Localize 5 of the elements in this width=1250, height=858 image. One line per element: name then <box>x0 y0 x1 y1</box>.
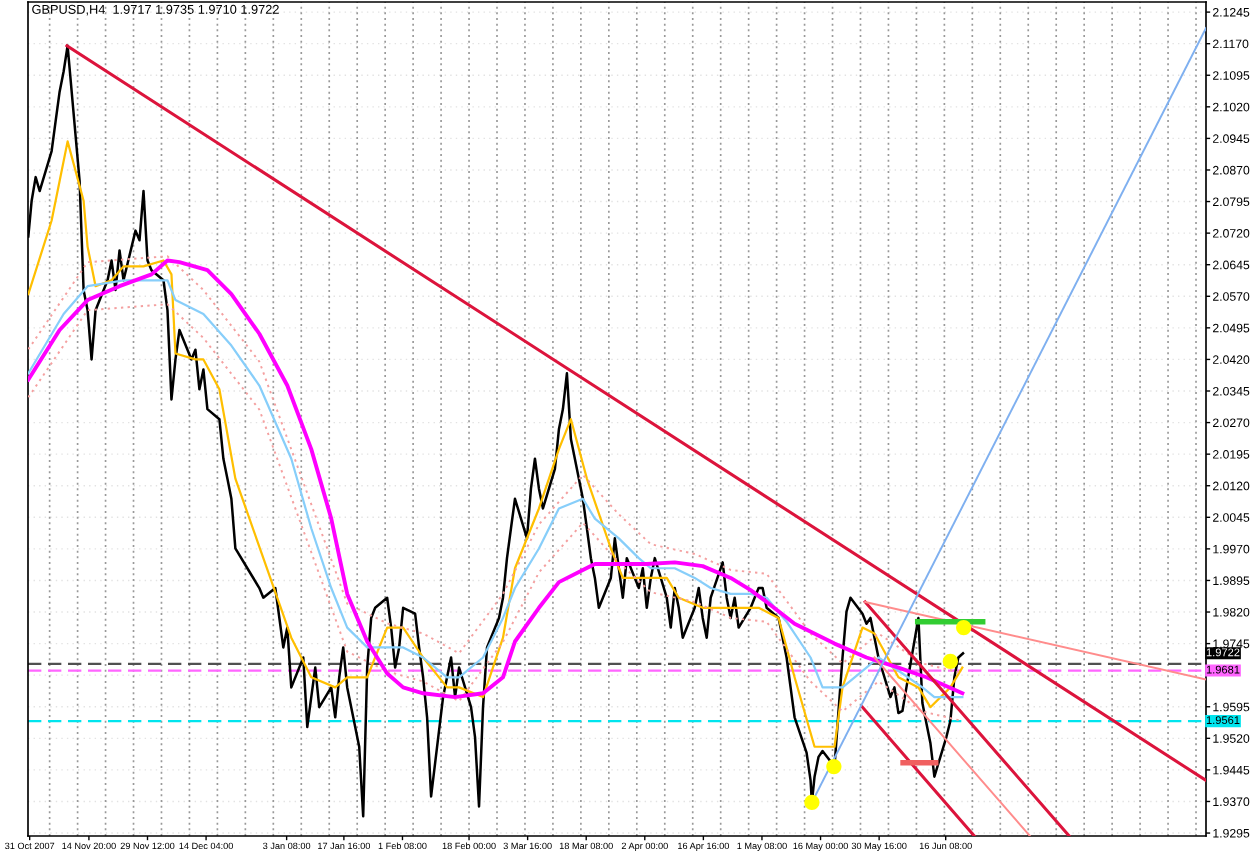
point <box>804 794 820 810</box>
point <box>956 620 972 636</box>
point <box>826 758 842 775</box>
point <box>942 653 958 669</box>
line-series <box>28 140 964 748</box>
